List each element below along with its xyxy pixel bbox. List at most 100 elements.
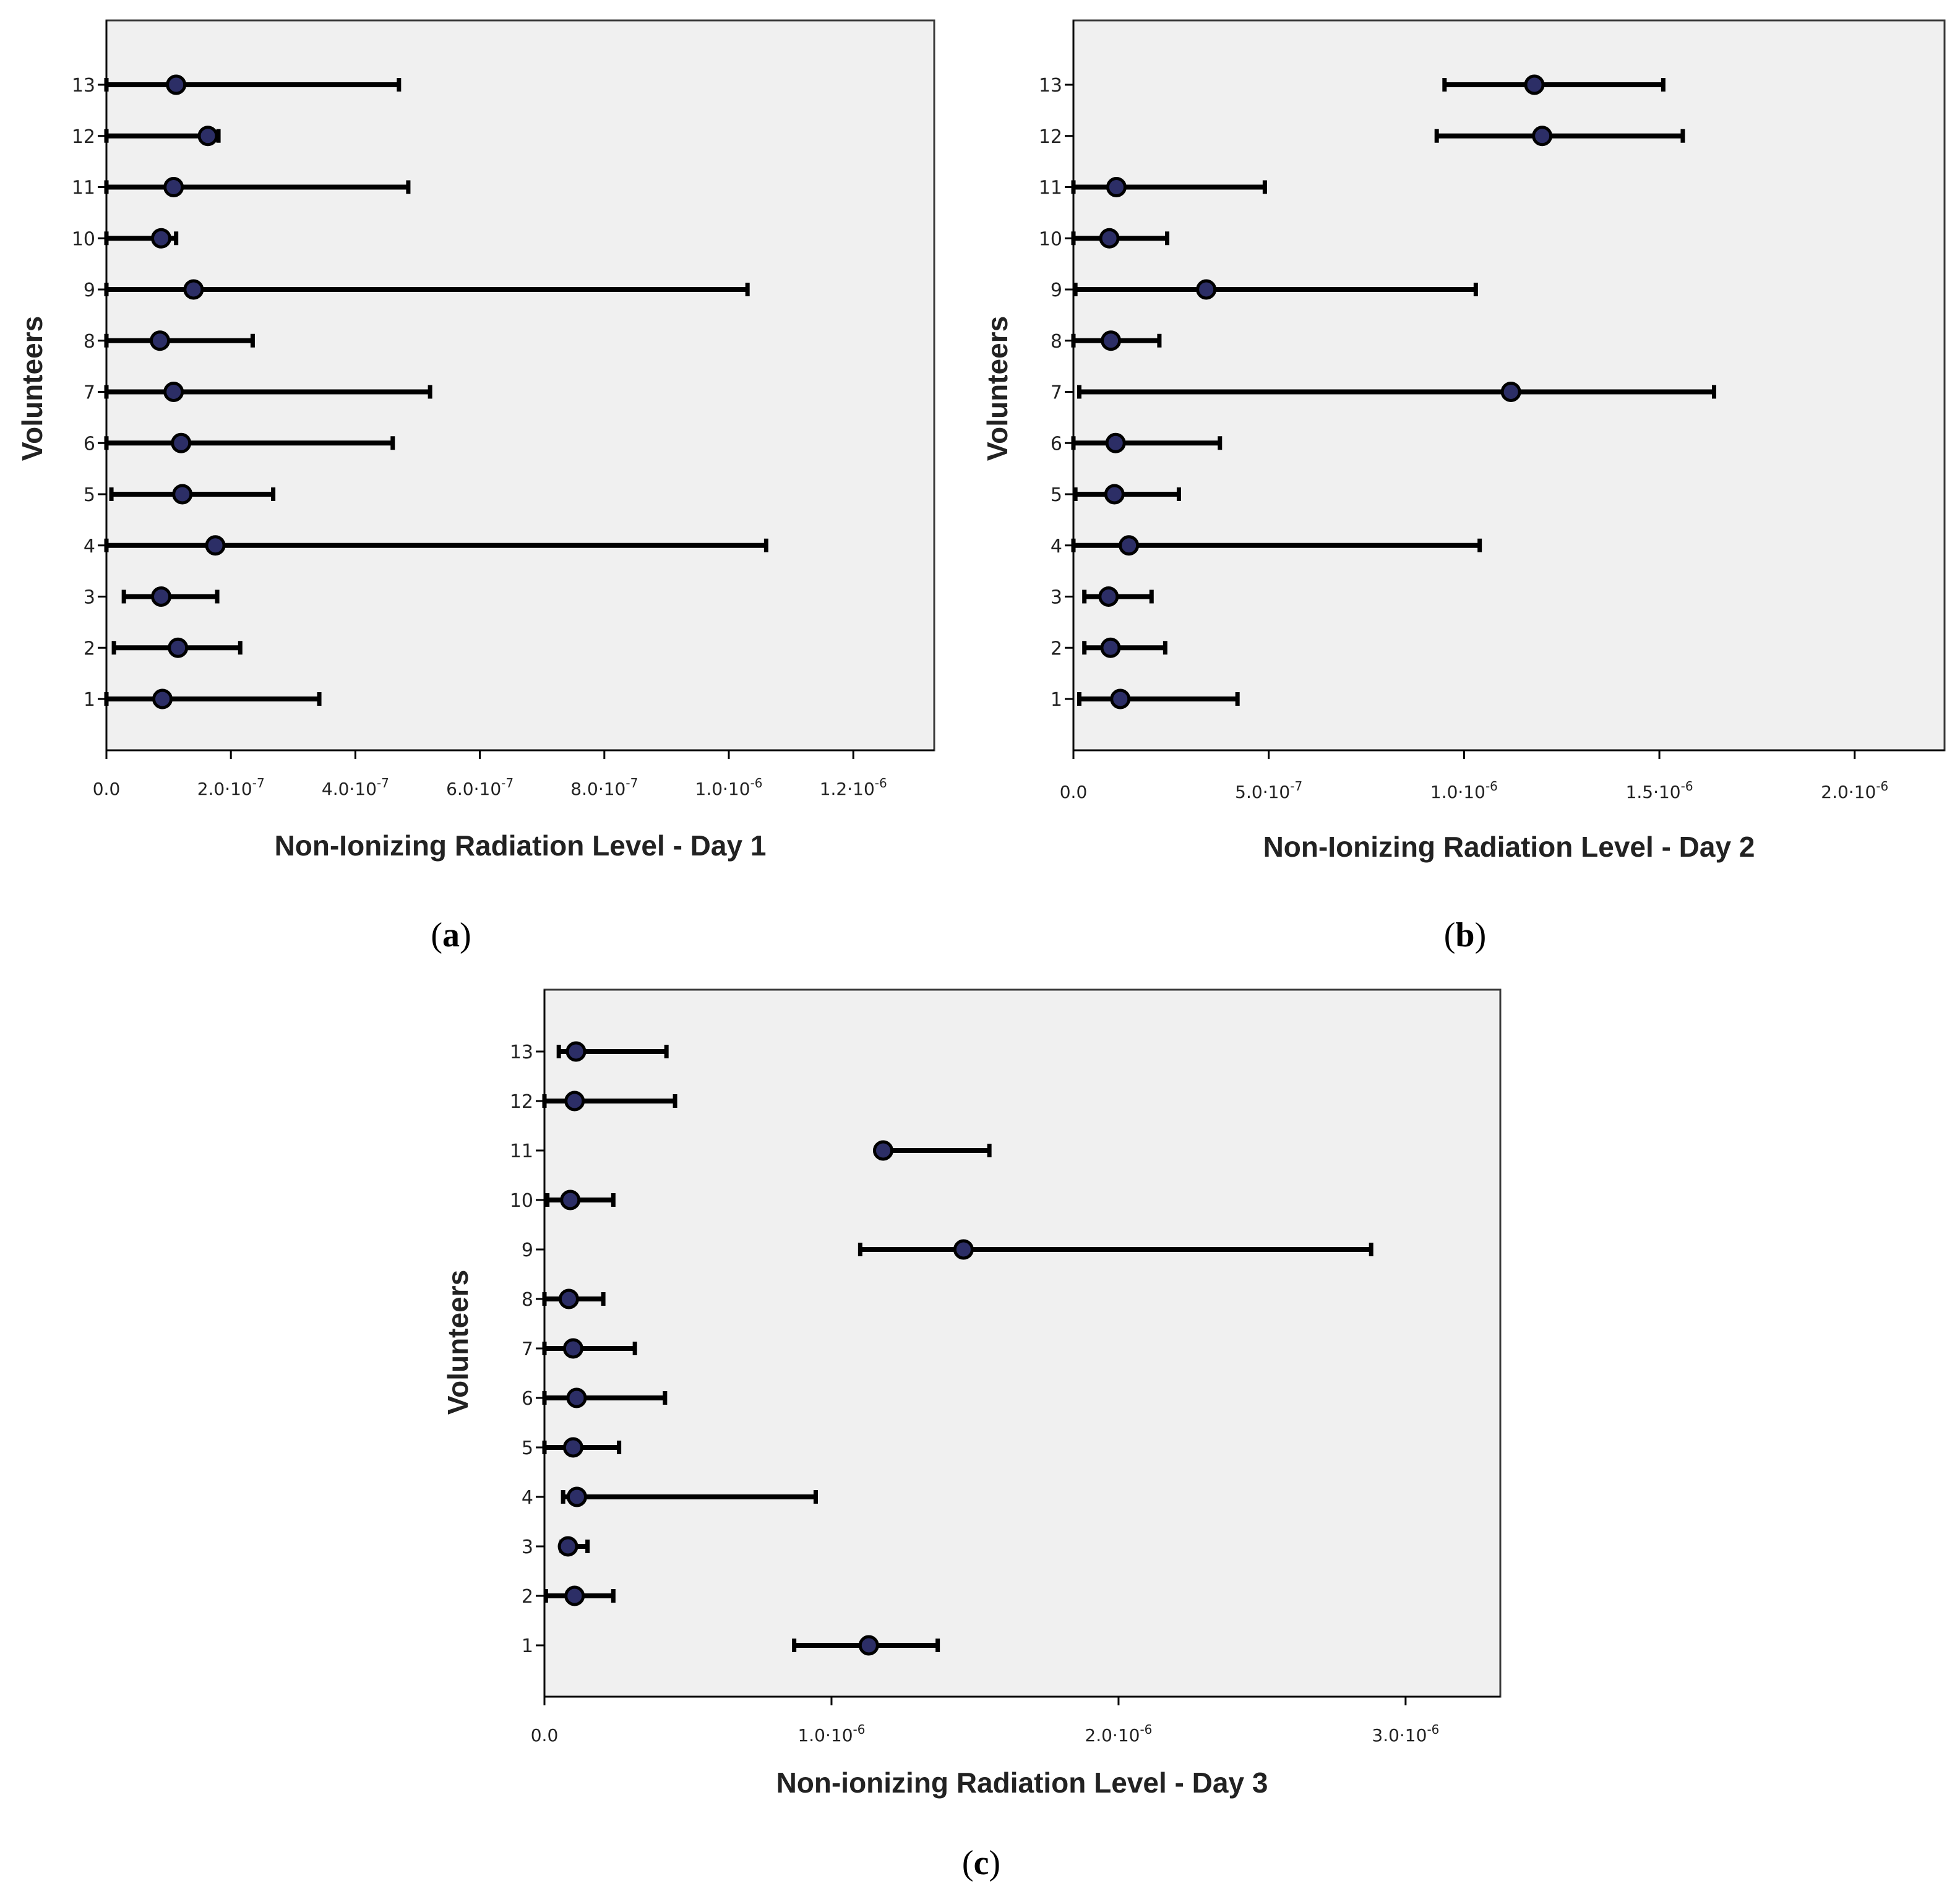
- plot-area: [543, 988, 1502, 1698]
- y-tick-label: 8: [84, 331, 95, 353]
- x-tick-label: 1.5·10-6: [1626, 779, 1693, 802]
- mean-point: [197, 126, 218, 147]
- y-tick-label: 9: [1051, 280, 1062, 301]
- x-tick-label: 2.0·10-7: [197, 776, 265, 799]
- x-tick-label: 1.2·10-6: [820, 776, 887, 799]
- x-tick-exponent: -7: [377, 776, 389, 791]
- mean-point: [566, 1486, 587, 1507]
- y-tick-label: 13: [72, 75, 95, 96]
- y-tick-label: 3: [84, 587, 95, 609]
- mean-point: [1110, 688, 1131, 709]
- y-tick-label: 12: [510, 1091, 533, 1113]
- y-tick-label: 3: [1051, 587, 1062, 609]
- x-tick-exponent: -6: [1427, 1722, 1439, 1737]
- mean-point: [1119, 535, 1140, 556]
- panel-letter: a: [442, 916, 460, 954]
- y-tick-label: 2: [522, 1586, 533, 1608]
- mean-point: [565, 1041, 587, 1062]
- mean-point: [566, 1387, 587, 1408]
- mean-point: [953, 1239, 974, 1260]
- y-tick-label: 9: [84, 280, 95, 301]
- mean-point: [1100, 637, 1121, 658]
- x-tick-exponent: -6: [1876, 779, 1888, 794]
- y-tick-label: 4: [84, 536, 95, 557]
- mean-point: [1106, 177, 1127, 197]
- x-tick-exponent: -6: [750, 776, 763, 791]
- mean-point: [1524, 74, 1545, 95]
- x-tick-label: 1.0·10-6: [695, 776, 763, 799]
- mean-point: [205, 535, 226, 556]
- x-axis-title: Non-Ionizing Radiation Level - Day 1: [275, 829, 767, 862]
- y-tick-label: 1: [1051, 689, 1062, 711]
- y-tick-label: 11: [1039, 178, 1062, 199]
- y-tick-label: 13: [1039, 75, 1062, 96]
- mean-point: [163, 177, 184, 197]
- mean-point: [558, 1288, 579, 1309]
- y-tick-label: 5: [522, 1438, 533, 1459]
- y-tick-label: 1: [522, 1635, 533, 1657]
- x-tick-label: 4.0·10-7: [322, 776, 389, 799]
- y-tick-label: 6: [1051, 433, 1062, 455]
- mean-point: [151, 586, 172, 607]
- mean-point: [564, 1585, 585, 1606]
- mean-point: [171, 432, 192, 453]
- mean-point: [1099, 228, 1120, 249]
- x-tick-label: 3.0·10-6: [1372, 1722, 1439, 1746]
- y-tick-label: 2: [84, 638, 95, 659]
- panel-letter: c: [974, 1844, 989, 1882]
- mean-point: [168, 637, 189, 658]
- mean-point: [1104, 484, 1125, 505]
- x-tick-exponent: -6: [1140, 1722, 1152, 1737]
- y-tick-label: 10: [72, 228, 95, 250]
- panel-label: (b): [1444, 916, 1486, 954]
- y-tick-label: 12: [72, 126, 95, 148]
- x-tick-label: 1.0·10-6: [1430, 779, 1498, 802]
- y-tick-label: 5: [84, 484, 95, 506]
- mean-point: [564, 1091, 585, 1112]
- mean-point: [562, 1437, 583, 1458]
- x-tick-label: 0.0: [93, 779, 121, 799]
- mean-point: [1500, 382, 1521, 402]
- y-tick-label: 6: [522, 1388, 533, 1410]
- y-tick-label: 11: [510, 1141, 533, 1162]
- y-axis-title: Volunteers: [16, 316, 48, 461]
- x-tick-label: 8.0·10-7: [570, 776, 638, 799]
- panel-letter: b: [1455, 916, 1474, 954]
- mean-point: [562, 1338, 583, 1359]
- y-axis-title: Volunteers: [442, 1270, 474, 1415]
- y-tick-label: 5: [1051, 484, 1062, 506]
- y-tick-label: 8: [522, 1289, 533, 1311]
- x-tick-exponent: -6: [1485, 779, 1498, 794]
- x-tick-label: 6.0·10-7: [446, 776, 514, 799]
- panel-label: (c): [962, 1844, 1000, 1882]
- y-tick-label: 2: [1051, 638, 1062, 659]
- mean-point: [150, 330, 171, 351]
- y-tick-label: 7: [522, 1339, 533, 1360]
- y-tick-label: 10: [1039, 228, 1062, 250]
- x-tick-label: 2.0·10-6: [1821, 779, 1888, 802]
- x-tick-label: 0.0: [1060, 782, 1088, 802]
- x-tick-exponent: -6: [1681, 779, 1693, 794]
- x-tick-exponent: -7: [501, 776, 514, 791]
- mean-point: [183, 279, 204, 300]
- mean-point: [1196, 279, 1217, 300]
- x-tick-exponent: -7: [1290, 779, 1302, 794]
- x-tick-label: 2.0·10-6: [1085, 1722, 1152, 1746]
- x-tick-exponent: -6: [875, 776, 887, 791]
- x-tick-exponent: -7: [625, 776, 638, 791]
- y-tick-label: 7: [1051, 382, 1062, 404]
- y-tick-label: 3: [522, 1536, 533, 1558]
- x-tick-label: 5.0·10-7: [1235, 779, 1302, 802]
- x-tick-label: 1.0·10-6: [797, 1722, 865, 1746]
- mean-point: [1098, 586, 1119, 607]
- x-axis-title: Non-ionizing Radiation Level - Day 3: [776, 1767, 1268, 1799]
- y-axis-title: Volunteers: [981, 316, 1013, 461]
- x-axis-title: Non-Ionizing Radiation Level - Day 2: [1263, 831, 1755, 863]
- mean-point: [872, 1140, 893, 1161]
- y-tick-label: 4: [1051, 536, 1062, 557]
- y-tick-label: 11: [72, 178, 95, 199]
